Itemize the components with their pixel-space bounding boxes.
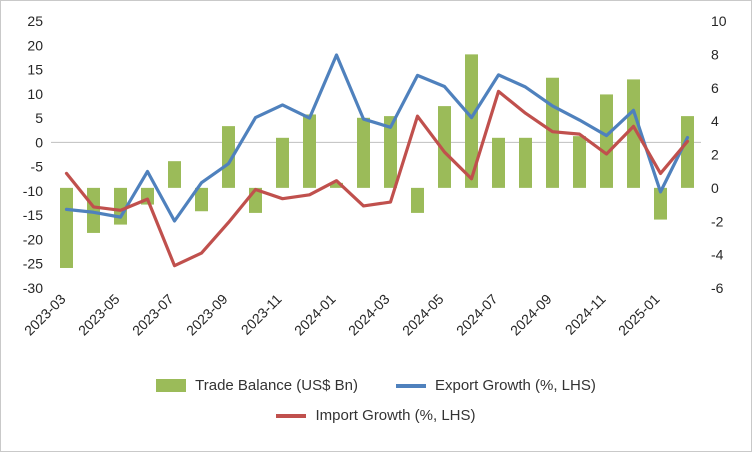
right-axis-tick-label: 6 <box>711 80 719 96</box>
right-axis-tick-label: 4 <box>711 113 719 129</box>
x-axis-tick-label: 2025-01 <box>615 291 663 339</box>
left-axis-tick-label: 0 <box>35 134 43 150</box>
legend-label-export-growth: Export Growth (%, LHS) <box>434 377 596 394</box>
trade-balance-bar <box>654 187 667 220</box>
trade-balance-bar <box>627 79 640 188</box>
export-growth-line <box>64 53 690 223</box>
export-growth-swatch-icon <box>395 383 426 388</box>
trade-balance-bar <box>492 137 505 188</box>
x-axis-tick-label: 2024-09 <box>507 291 555 339</box>
chart-legend: Trade Balance (US$ Bn) Export Growth (%,… <box>1 377 751 424</box>
right-axis-tick-label: 10 <box>711 13 727 29</box>
trade-balance-bar <box>438 106 451 188</box>
legend-label-trade-balance: Trade Balance (US$ Bn) <box>195 377 358 394</box>
legend-item-trade-balance: Trade Balance (US$ Bn) <box>156 377 358 394</box>
legend-label-import-growth: Import Growth (%, LHS) <box>315 407 476 424</box>
trade-balance-bar <box>330 182 343 188</box>
x-axis-tick-label: 2024-07 <box>453 291 501 339</box>
import-growth-swatch-icon <box>276 413 307 418</box>
x-axis-tick-label: 2023-03 <box>21 291 69 339</box>
trade-balance-bar <box>195 187 208 212</box>
right-axis-tick-label: 8 <box>711 46 719 62</box>
legend-row-1: Trade Balance (US$ Bn) Export Growth (%,… <box>156 377 596 394</box>
left-axis-tick-label: -15 <box>23 207 43 223</box>
trade-balance-bar <box>573 136 586 188</box>
left-axis-tick-label: -25 <box>23 256 43 272</box>
x-axis-tick-label: 2023-09 <box>183 291 231 339</box>
right-axis-tick-label: 2 <box>711 147 719 163</box>
x-axis-tick-label: 2024-05 <box>399 291 447 339</box>
left-axis-tick-label: -30 <box>23 280 43 296</box>
trade-balance-bar <box>276 137 289 188</box>
import-growth-line <box>64 89 690 268</box>
combo-chart-plot: 2520151050-5-10-15-20-25-301086420-2-4-6… <box>21 13 727 339</box>
left-axis-tick-label: 25 <box>27 13 43 29</box>
left-axis-tick-label: -10 <box>23 183 43 199</box>
trade-balance-bar <box>87 187 100 233</box>
right-axis-tick-label: -4 <box>711 247 724 263</box>
trade-balance-bar <box>303 114 316 188</box>
left-axis-tick-label: -20 <box>23 231 43 247</box>
trade-balance-bar <box>384 116 397 188</box>
right-axis-tick-label: -6 <box>711 280 724 296</box>
left-axis-tick-label: 20 <box>27 37 43 53</box>
x-axis-tick-label: 2023-07 <box>129 291 177 339</box>
left-axis-tick-label: 15 <box>27 62 43 78</box>
trade-balance-bar <box>114 187 127 225</box>
left-axis-tick-label: -5 <box>31 159 44 175</box>
trade-balance-bar <box>60 187 73 268</box>
left-axis-tick-label: 5 <box>35 110 43 126</box>
legend-row-2: Import Growth (%, LHS) <box>276 407 476 424</box>
x-axis-tick-label: 2024-01 <box>291 291 339 339</box>
trade-balance-bar <box>600 94 613 188</box>
right-axis-tick-label: 0 <box>711 180 719 196</box>
legend-item-export-growth: Export Growth (%, LHS) <box>395 377 596 394</box>
trade-balance-bar <box>411 187 424 213</box>
trade-balance-bar <box>465 54 478 188</box>
x-axis-tick-label: 2024-03 <box>345 291 393 339</box>
trade-balance-bar <box>357 117 370 188</box>
trade-balance-bar <box>168 161 181 188</box>
left-axis-tick-label: 10 <box>27 86 43 102</box>
trade-balance-bar <box>681 116 694 188</box>
trade-balance-bar <box>222 126 235 188</box>
legend-item-import-growth: Import Growth (%, LHS) <box>276 407 476 424</box>
trade-balance-bar <box>519 137 532 188</box>
x-axis-tick-label: 2024-11 <box>562 291 609 338</box>
trade-balance-swatch-icon <box>156 379 187 392</box>
right-axis-tick-label: -2 <box>711 213 724 229</box>
x-axis-tick-label: 2023-11 <box>238 291 285 338</box>
x-axis-tick-label: 2023-05 <box>75 291 123 339</box>
